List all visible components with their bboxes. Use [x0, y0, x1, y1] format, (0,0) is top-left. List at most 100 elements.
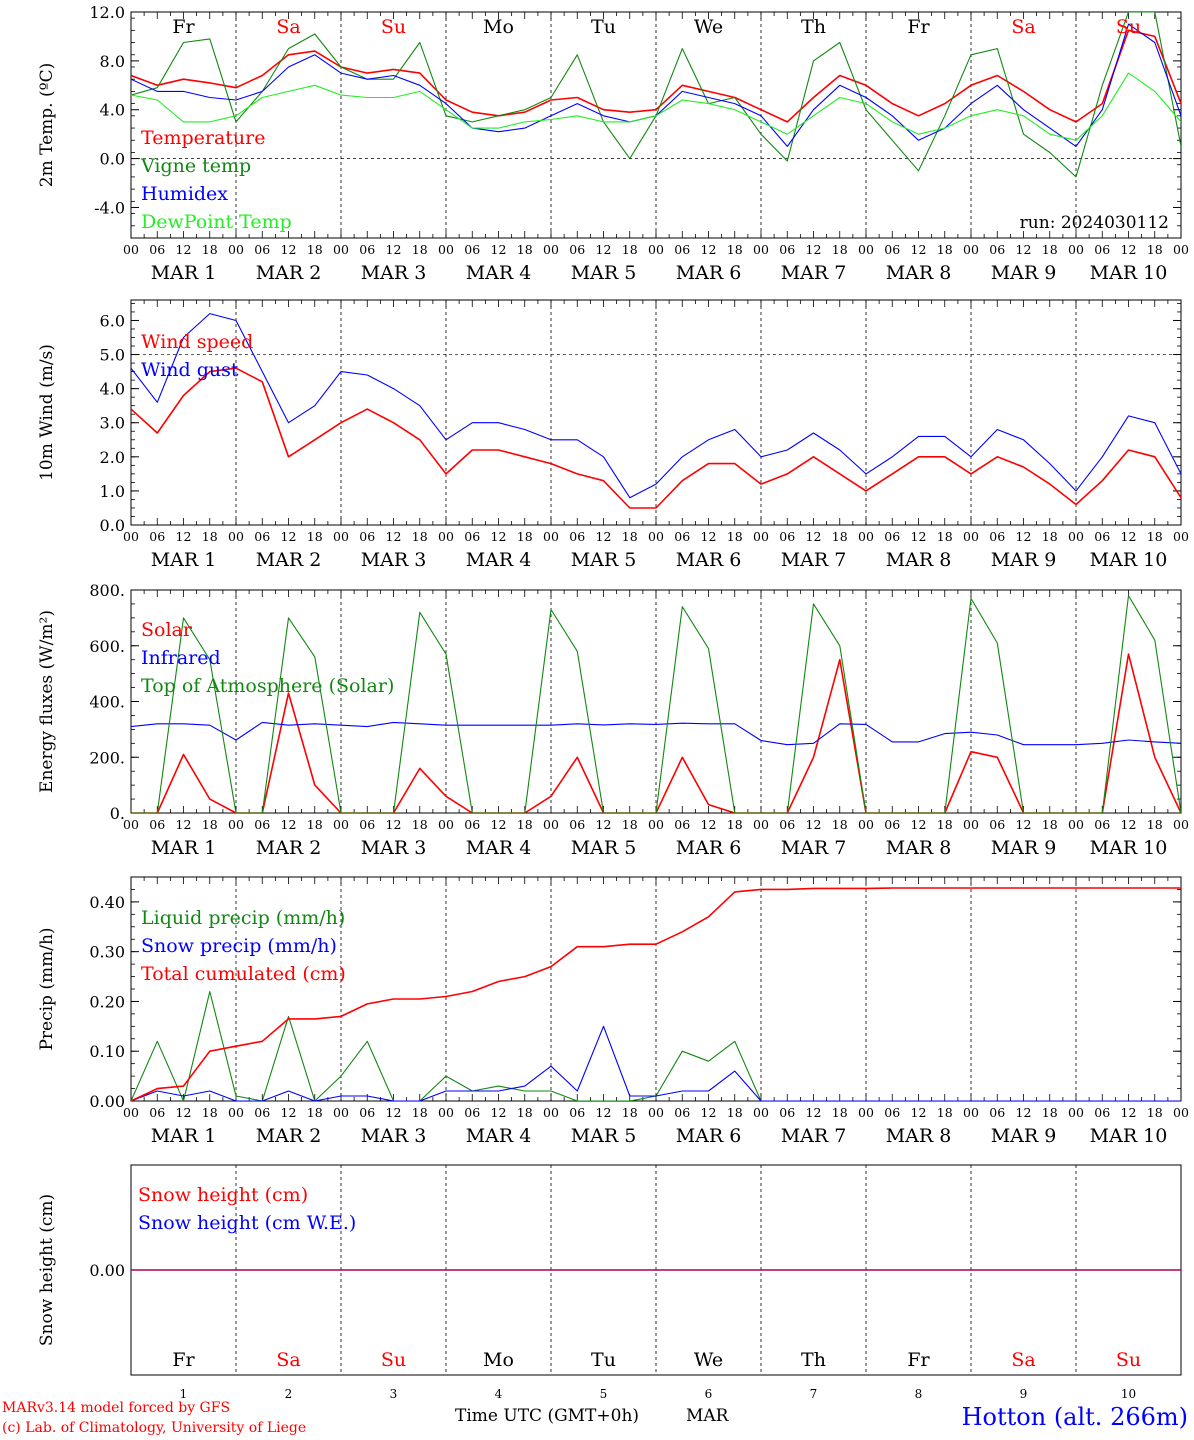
day-name-label: Su — [1116, 16, 1141, 38]
day-name-label: Sa — [1011, 1349, 1035, 1371]
x-hour-tick-label: 00 — [438, 1105, 454, 1120]
x-hour-tick-label: 18 — [727, 1105, 743, 1120]
x-date-label: MAR 2 — [256, 837, 322, 859]
x-hour-tick-label: 06 — [884, 1105, 900, 1120]
x-hour-tick-label: 18 — [1147, 529, 1163, 544]
x-hour-tick-label: 18 — [202, 242, 218, 257]
x-hour-tick-label: 12 — [386, 242, 402, 257]
x-hour-tick-label: 12 — [386, 1105, 402, 1120]
x-hour-tick-label: 18 — [1042, 529, 1058, 544]
x-hour-tick-label: 18 — [622, 817, 638, 832]
x-date-label: MAR 10 — [1090, 549, 1168, 571]
series-line-total-cumulated-cm- — [131, 887, 1181, 1101]
x-hour-tick-label: 06 — [359, 1105, 375, 1120]
x-date-label: MAR 4 — [466, 837, 532, 859]
x-hour-tick-label: 12 — [491, 817, 507, 832]
x-hour-tick-label: 18 — [832, 242, 848, 257]
x-hour-tick-label: 06 — [674, 242, 690, 257]
x-hour-tick-label: 06 — [569, 529, 585, 544]
series-line-dewpoint-temp — [131, 72, 1181, 141]
legend-entry: Infrared — [141, 647, 221, 669]
x-hour-tick-label: 06 — [359, 817, 375, 832]
x-hour-tick-label: 00 — [648, 1105, 664, 1120]
x-hour-tick-label: 18 — [937, 1105, 953, 1120]
panel-2: 6.0 5.0 4.0 3.0 2.0 1.0 0.0 10m Wind (m/s) Wind … — [37, 299, 1189, 571]
x-hour-tick-label: 12 — [176, 817, 192, 832]
legend-entry: Wind speed — [141, 331, 253, 353]
x-date-label: MAR 2 — [256, 1125, 322, 1147]
run-annotation: run: 2024030112 — [1020, 213, 1169, 233]
x-date-label: MAR 5 — [571, 1125, 637, 1147]
x-hour-tick-label: 00 — [1068, 1105, 1084, 1120]
y-tick-label: 8.0 — [100, 52, 125, 71]
x-date-label: MAR 8 — [886, 837, 952, 859]
x-hour-tick-label: 12 — [1016, 529, 1032, 544]
x-date-label: MAR 6 — [676, 837, 742, 859]
x-hour-tick-label: 18 — [1147, 817, 1163, 832]
y-axis-label: Precip (mm/h) — [37, 927, 57, 1050]
day-name-label: Tu — [591, 16, 616, 38]
x-hour-tick-label: 00 — [1068, 817, 1084, 832]
legend-entry: Wind gust — [141, 359, 239, 381]
legend-entry: Solar — [141, 619, 193, 641]
y-tick-label: 2.0 — [100, 448, 125, 467]
x-hour-tick-label: 00 — [543, 529, 559, 544]
x-hour-tick-label: 00 — [123, 242, 139, 257]
x-hour-tick-label: 18 — [202, 817, 218, 832]
x-hour-tick-label: 12 — [806, 242, 822, 257]
x-date-label: MAR 5 — [571, 262, 637, 284]
x-hour-tick-label: 06 — [149, 242, 165, 257]
x-hour-tick-label: 00 — [123, 817, 139, 832]
x-date-label: MAR 6 — [676, 549, 742, 571]
legend-entry: Vigne temp — [140, 155, 251, 177]
x-hour-tick-label: 06 — [464, 529, 480, 544]
x-hour-tick-label: 12 — [596, 1105, 612, 1120]
legend-entry: Snow height (cm) — [138, 1184, 308, 1206]
day-name-label: Mo — [483, 1349, 514, 1371]
x-date-label: MAR 3 — [361, 1125, 427, 1147]
x-hour-tick-label: 18 — [517, 817, 533, 832]
x-date-label: MAR 5 — [571, 549, 637, 571]
y-tick-label: 0.00 — [89, 1092, 125, 1111]
x-hour-tick-label: 12 — [281, 242, 297, 257]
x-hour-tick-label: 00 — [228, 817, 244, 832]
series-line-wind-speed — [131, 367, 1181, 509]
x-hour-tick-label: 18 — [937, 529, 953, 544]
x-hour-tick-label: 06 — [569, 817, 585, 832]
x-date-label: MAR 9 — [991, 262, 1057, 284]
x-hour-tick-label: 00 — [858, 817, 874, 832]
x-day-number-label: 7 — [810, 1387, 818, 1401]
x-date-label: MAR 9 — [991, 837, 1057, 859]
x-hour-tick-label: 12 — [1121, 242, 1137, 257]
x-day-number-label: 9 — [1020, 1387, 1028, 1401]
x-hour-tick-label: 18 — [622, 1105, 638, 1120]
x-date-label: MAR 4 — [466, 549, 532, 571]
x-hour-tick-label: 12 — [806, 1105, 822, 1120]
day-name-label: Th — [801, 16, 826, 38]
footer-model-line: MARv3.14 model forced by GFS — [2, 1400, 231, 1416]
x-hour-tick-label: 06 — [464, 242, 480, 257]
day-name-label: Sa — [276, 1349, 300, 1371]
x-date-label: MAR 7 — [781, 549, 847, 571]
x-date-label: MAR 1 — [151, 1125, 217, 1147]
y-tick-label: 800. — [89, 581, 125, 600]
x-date-label: MAR 9 — [991, 1125, 1057, 1147]
y-tick-label: 0.30 — [89, 943, 125, 962]
x-hour-tick-label: 00 — [753, 1105, 769, 1120]
x-hour-tick-label: 12 — [386, 529, 402, 544]
x-hour-tick-label: 06 — [674, 817, 690, 832]
x-hour-tick-label: 18 — [307, 1105, 323, 1120]
series-group — [131, 595, 1181, 813]
x-date-label: MAR 10 — [1090, 1125, 1168, 1147]
x-hour-tick-label: 12 — [281, 1105, 297, 1120]
x-hour-tick-label: 12 — [701, 817, 717, 832]
x-hour-tick-label: 18 — [937, 242, 953, 257]
x-date-label: MAR 6 — [676, 262, 742, 284]
legend-entry: Total cumulated (cm) — [141, 963, 346, 985]
x-hour-tick-label: 18 — [412, 242, 428, 257]
x-hour-tick-label: 00 — [543, 817, 559, 832]
series-line-temperature — [131, 29, 1181, 123]
x-hour-tick-label: 00 — [1173, 817, 1189, 832]
x-hour-tick-label: 00 — [753, 529, 769, 544]
x-hour-tick-label: 12 — [911, 817, 927, 832]
